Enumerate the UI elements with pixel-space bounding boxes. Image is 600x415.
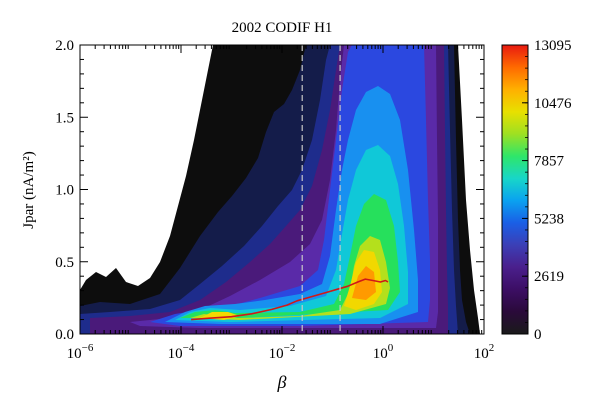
colorbar-ticks: 0 2619 5238 7857 10476 13095 — [522, 38, 572, 343]
colorbar-tick-label: 7857 — [534, 154, 565, 170]
y-axis-label: Jpar (nA/m²) — [21, 151, 37, 228]
y-tick-label: 2.0 — [55, 38, 74, 54]
x-tick-label: 10−6 — [67, 342, 94, 362]
y-tick-label: 0.0 — [55, 327, 74, 343]
colorbar-tick-label: 0 — [534, 327, 542, 343]
median-curve — [191, 278, 389, 321]
x-tick-label: 10−2 — [269, 342, 296, 362]
y-tick-label: 1.0 — [55, 183, 74, 199]
chart-title: 2002 CODIF H1 — [232, 20, 333, 36]
colorbar — [501, 44, 529, 335]
x-tick-label: 10−4 — [168, 342, 195, 362]
plot-area — [80, 45, 484, 334]
colorbar-tick-label: 5238 — [534, 211, 564, 227]
y-axis-ticks: 0.0 0.5 1.0 1.5 2.0 — [55, 38, 484, 343]
x-axis-label: β — [277, 372, 287, 392]
colorbar-tick-label: 10476 — [534, 96, 572, 112]
y-tick-label: 1.5 — [55, 110, 74, 126]
x-tick-label: 100 — [373, 342, 394, 362]
colorbar-tick-label: 2619 — [534, 269, 564, 285]
vertical-reference-lines — [301, 45, 341, 334]
density-level-yellowgreen — [190, 236, 390, 320]
y-tick-label: 0.5 — [55, 255, 74, 271]
x-tick-label: 102 — [474, 342, 495, 362]
colorbar-tick-label: 13095 — [534, 38, 572, 54]
density-level-orange — [352, 266, 376, 300]
x-axis-ticks: 10−6 10−4 10−2 100 102 — [67, 45, 495, 362]
